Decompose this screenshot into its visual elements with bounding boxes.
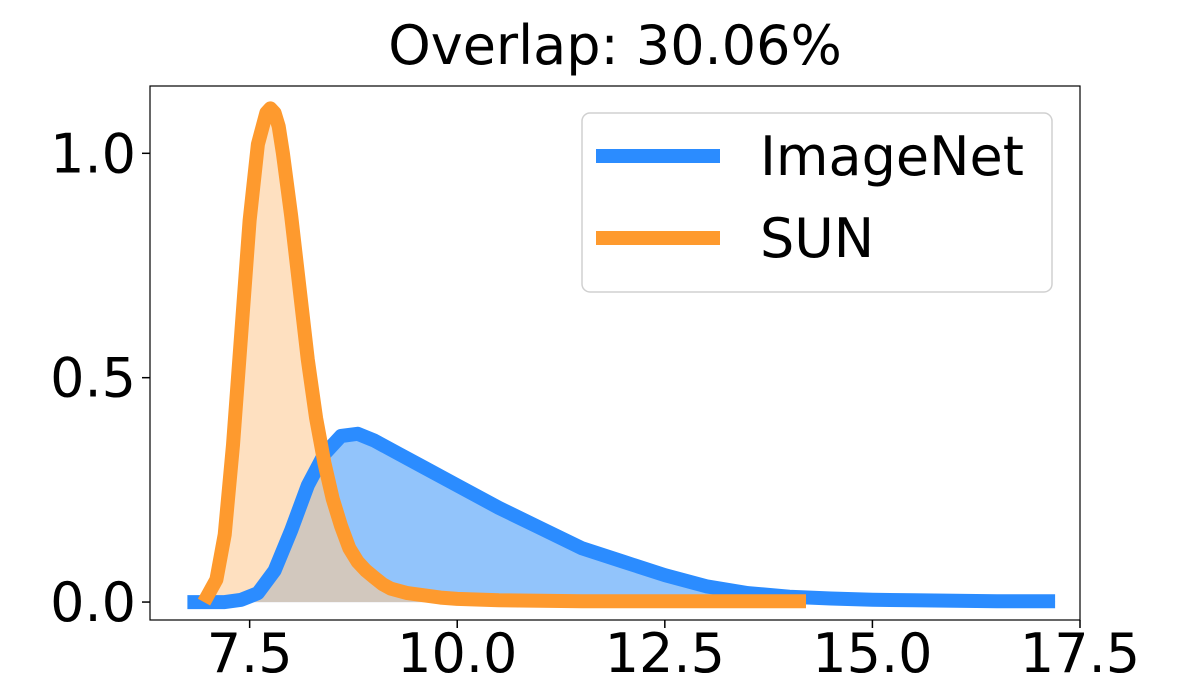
series-line-sun bbox=[197, 101, 806, 609]
x-axis-ticks: 7.5 10.0 12.5 15.0 17.5 bbox=[207, 620, 1140, 685]
chart-title: Overlap: 30.06% bbox=[388, 14, 842, 77]
series-fills bbox=[187, 108, 1056, 603]
y-tick-label: 1.0 bbox=[50, 122, 136, 185]
y-tick-label: 0.5 bbox=[50, 347, 136, 410]
series-line-imagenet bbox=[187, 426, 1056, 610]
legend: ImageNet SUN bbox=[581, 112, 1053, 293]
y-axis-ticks: 0.0 0.5 1.0 bbox=[50, 122, 150, 634]
series-lines bbox=[187, 101, 1056, 610]
series-fill-sun bbox=[204, 108, 806, 603]
legend-label-sun: SUN bbox=[760, 207, 874, 270]
x-tick-label: 12.5 bbox=[605, 622, 725, 685]
x-tick-label: 10.0 bbox=[397, 622, 517, 685]
y-tick-label: 0.0 bbox=[50, 571, 136, 634]
legend-label-imagenet: ImageNet bbox=[760, 125, 1024, 188]
x-tick-label: 7.5 bbox=[207, 622, 293, 685]
plot-frame bbox=[149, 85, 1081, 621]
x-tick-label: 15.0 bbox=[812, 622, 932, 685]
series-fill-imagenet bbox=[187, 433, 1056, 603]
x-tick-label: 17.5 bbox=[1020, 622, 1140, 685]
